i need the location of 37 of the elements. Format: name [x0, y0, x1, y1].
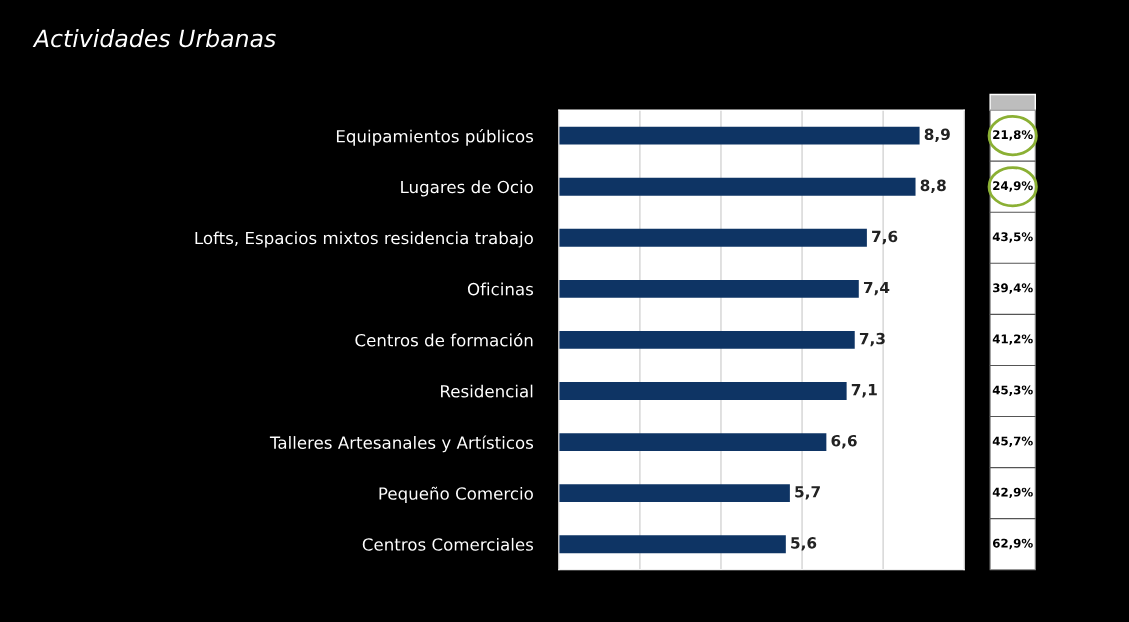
text: 62,9%	[992, 538, 1033, 550]
data-label: 5,6	[791, 537, 817, 551]
text: 39,4%	[993, 283, 1033, 294]
bar	[558, 177, 916, 196]
y-tick-label: Centros Comerciales	[362, 537, 534, 551]
text: 41,2%	[992, 334, 1033, 345]
y-tick-label: Lugares de Ocio	[401, 180, 533, 197]
bar	[558, 279, 859, 298]
y-tick-label: Oficinas	[467, 282, 534, 296]
data-label: 7,1	[851, 384, 877, 398]
y-tick-label: Lofts, Espacios mixtos residencia trabajo	[195, 231, 533, 248]
data-label: 8,8	[920, 179, 946, 194]
data-label: 7,4	[863, 281, 890, 296]
data-label: 8,9	[924, 128, 950, 143]
bar	[558, 126, 920, 145]
text: 45,7%	[992, 436, 1033, 447]
y-tick-label: Talleres Artesanales y Artísticos	[269, 435, 534, 453]
text: 45,3%	[992, 385, 1033, 396]
text: 43,5%	[992, 232, 1033, 243]
text: 24,9%	[993, 181, 1033, 192]
text: 21,8%	[993, 130, 1033, 141]
bar	[558, 535, 786, 554]
text: Actividades Urbanas	[32, 29, 276, 48]
bar	[558, 228, 867, 247]
bar	[558, 433, 827, 452]
y-tick-label: Equipamientos públicos	[336, 128, 534, 146]
data-label: 6,6	[831, 434, 857, 449]
y-tick-label: Residencial	[441, 384, 533, 398]
bar	[558, 484, 790, 503]
y-tick-label: Pequeño Comercio	[379, 486, 533, 504]
data-label: 7,3	[859, 332, 885, 347]
data-label: 5,7	[795, 486, 820, 500]
bar	[558, 330, 855, 349]
text: 42,9%	[992, 487, 1033, 499]
y-tick-label: Centros de formación	[355, 332, 533, 347]
data-label: 7,6	[872, 230, 898, 245]
bar	[558, 382, 847, 400]
